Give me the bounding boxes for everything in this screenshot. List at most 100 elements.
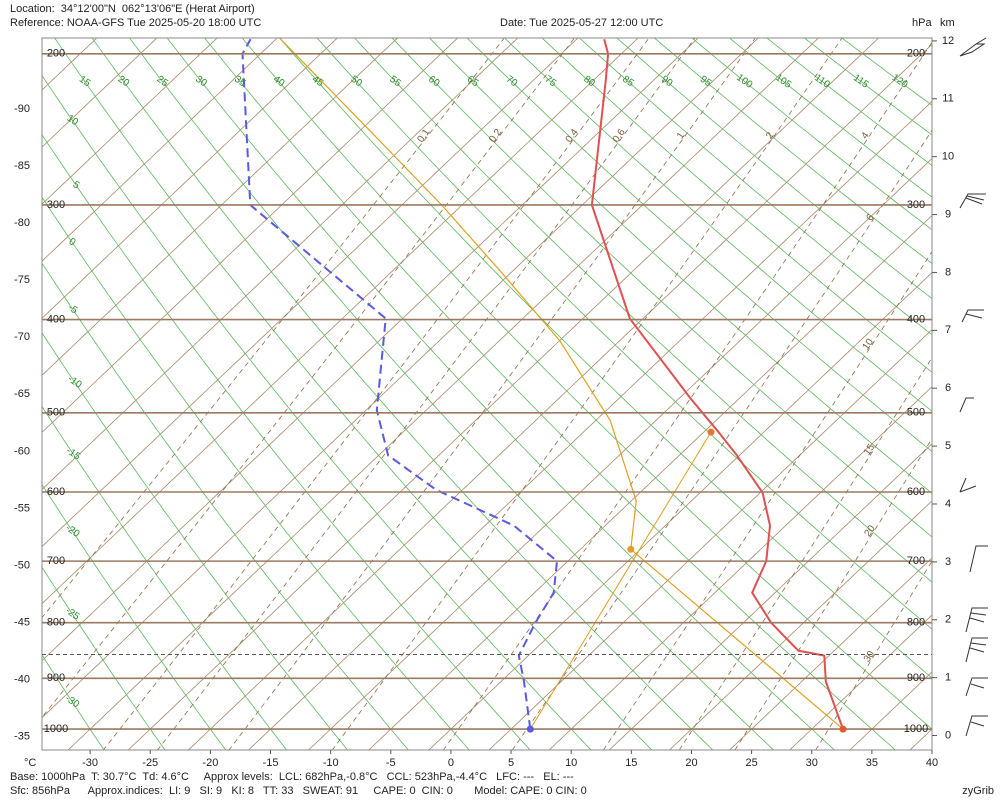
y-tick-label-right: 800 (907, 617, 925, 629)
profile-line (280, 38, 844, 730)
x-tick-label: -20 (202, 757, 218, 769)
y2-tick-label: 12 (942, 35, 954, 47)
isotherm (42, 38, 459, 433)
isotherm (42, 38, 519, 490)
dry-adiabat (428, 38, 932, 494)
y-tick-label-right: 600 (907, 486, 925, 498)
dry-adiabat (316, 38, 932, 630)
level-marker (526, 725, 534, 733)
y2-tick-label: 6 (945, 382, 951, 394)
isotherm (42, 38, 639, 605)
credit: zyGrib (962, 785, 994, 797)
y-tick-label-right: 700 (907, 555, 925, 567)
dry-adiabat (129, 38, 775, 750)
dry-adiabat (504, 38, 932, 412)
dry-adiabat (354, 38, 932, 583)
dry-adiabat (54, 38, 653, 750)
y-tick-label: 800 (47, 617, 65, 629)
isotherm-tick-label: -50 (14, 559, 30, 571)
wind-barb (965, 677, 988, 697)
y-axis-label: hPa (912, 17, 932, 29)
wind-barb (959, 193, 986, 209)
dry-adiabat (42, 405, 288, 750)
dry-adiabat (42, 483, 227, 750)
y2-tick-label: 1 (945, 672, 951, 684)
y2-tick-label: 3 (945, 556, 951, 568)
mixing-ratio-line (734, 437, 932, 750)
level-marker (627, 545, 635, 553)
dry-adiabat (466, 38, 932, 453)
dry-adiabat (391, 38, 932, 538)
isotherm (42, 38, 759, 719)
x-tick-label: -25 (142, 757, 158, 769)
mixing-ratio-label: 1 (675, 130, 687, 141)
isotherm (608, 443, 932, 750)
isotherm (668, 500, 932, 750)
x-tick-label: 15 (625, 757, 637, 769)
x-tick-label: -10 (323, 757, 339, 769)
dry-adiabat (42, 332, 349, 750)
y-tick-label-right: 300 (907, 199, 925, 211)
x-tick-label: 0 (448, 757, 454, 769)
y2-axis-label: km (940, 17, 955, 29)
isotherm (728, 557, 932, 750)
isotherm-tick-label: -45 (14, 616, 30, 628)
isotherm (849, 671, 932, 750)
x-tick-label: -15 (263, 757, 279, 769)
dry-adiabat (241, 38, 932, 730)
isotherm (308, 157, 932, 750)
wind-barbs (959, 37, 988, 737)
x-tick-label: 20 (685, 757, 697, 769)
wind-barb (965, 637, 988, 663)
mixing-ratio-line (228, 38, 756, 750)
x-axis-label: °C (24, 757, 36, 769)
x-tick-label: 30 (806, 757, 818, 769)
y-tick-label-right: 900 (907, 672, 925, 684)
date: Date: Tue 2025-05-27 12:00 UTC (500, 17, 663, 29)
isotherm-tick-label: -90 (14, 103, 30, 115)
wind-barb (969, 545, 988, 573)
y-tick-label: 200 (47, 48, 65, 60)
profile-line (241, 38, 558, 730)
y2-tick-label: 8 (945, 266, 951, 278)
isotherm (42, 38, 699, 662)
y-tick-label: 700 (47, 555, 65, 567)
dry-adiabat (42, 654, 105, 750)
isotherm (428, 271, 932, 750)
x-tick-label: 25 (745, 757, 757, 769)
footer-line: Base: 1000hPa T: 30.7°C Td: 4.6°C Approx… (10, 771, 574, 783)
dry-adiabat-label: 0 (67, 236, 78, 248)
isotherm (42, 38, 338, 319)
wind-barb (961, 309, 984, 323)
level-marker (707, 428, 715, 436)
x-tick-label: -5 (386, 757, 396, 769)
isotherm (127, 38, 880, 750)
location: Location: 34°12'00"N 062°13'06"E (Herat … (10, 3, 255, 15)
isotherm-tick-label: -55 (14, 502, 30, 514)
dry-adiabat (166, 38, 836, 750)
dry-adiabat (578, 38, 932, 336)
wind-barb (965, 607, 988, 633)
dry-adiabat (616, 38, 932, 300)
mixing-ratio-label: 6 (864, 212, 876, 223)
profile-line (529, 431, 712, 730)
mixing-ratio-line (678, 356, 932, 750)
y-tick-label: 1000 (44, 723, 68, 735)
mixing-ratio-line (602, 250, 932, 750)
footer-line: Sfc: 856hPa Approx.indices: LI: 9 SI: 9 … (10, 785, 587, 797)
mixing-ratio-line (156, 38, 696, 750)
isotherm (42, 38, 579, 548)
isotherm (42, 38, 278, 262)
mixing-ratio-line (511, 129, 932, 750)
mixing-ratio-line (102, 38, 650, 750)
wind-barb (959, 37, 987, 57)
isotherm-tick-label: -70 (14, 331, 30, 343)
y2-tick-label: 0 (945, 729, 951, 741)
dry-adiabat-label: 5 (71, 179, 82, 191)
dry-adiabat (42, 566, 166, 750)
isotherm-tick-label: -60 (14, 445, 30, 457)
dry-adiabat (653, 38, 932, 265)
isotherm (67, 38, 819, 750)
x-tick-label: 40 (926, 757, 938, 769)
